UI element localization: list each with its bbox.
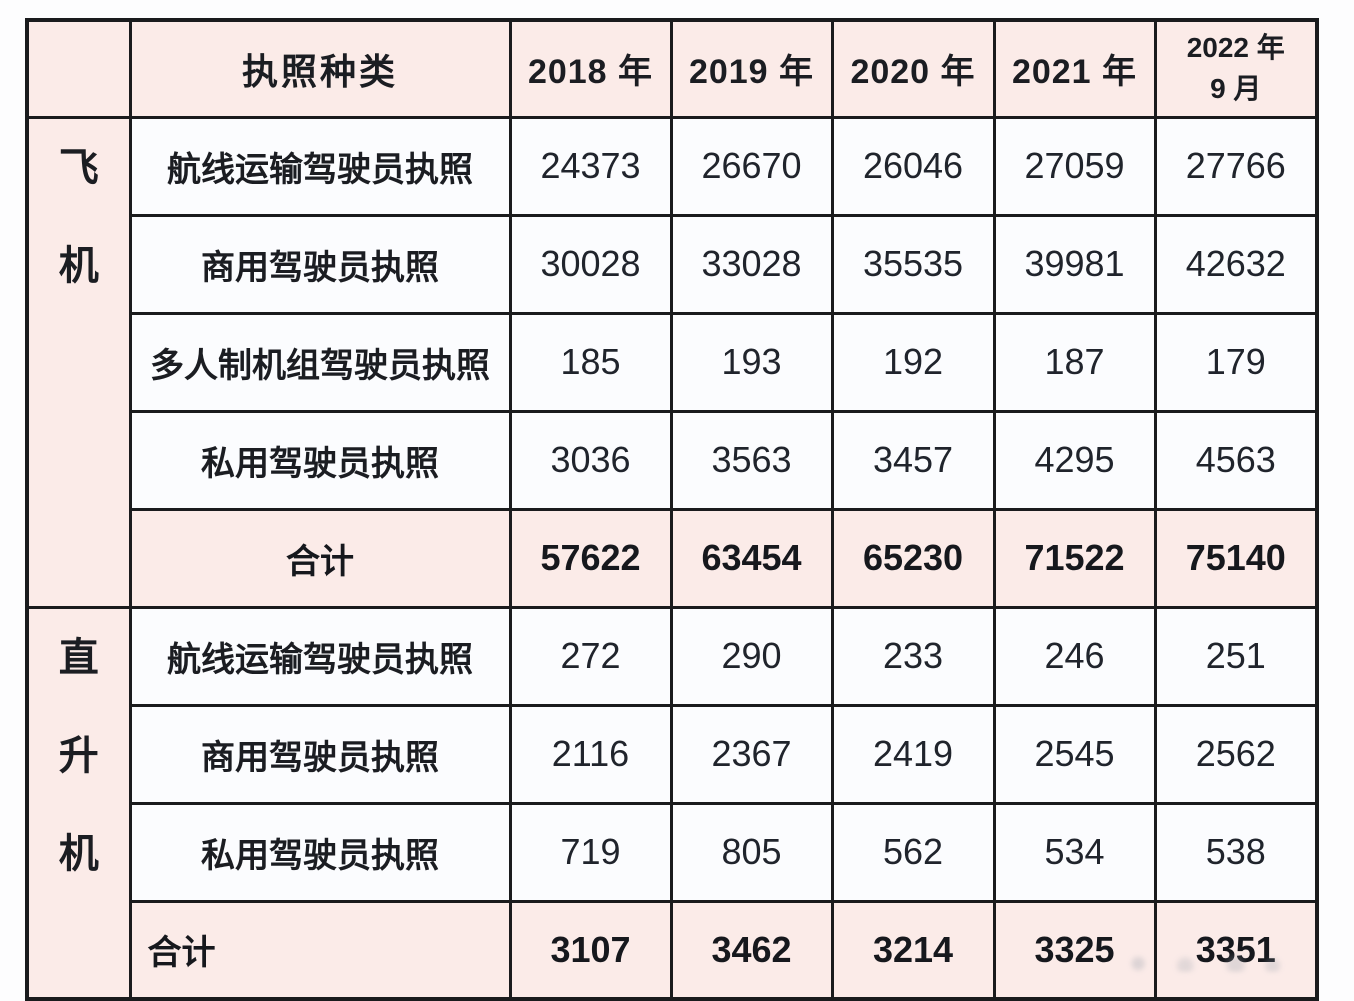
header-license-type: 执照种类 (128, 18, 512, 119)
total-label: 合计 (128, 899, 512, 1001)
value-cell: 35535 (830, 213, 996, 315)
total-value-cell: 3325 (992, 899, 1157, 1001)
row-label: 航线运输驾驶员执照 (128, 605, 512, 707)
header-corner-cell (25, 18, 132, 119)
value-cell: 193 (669, 311, 834, 413)
value-cell: 805 (669, 801, 834, 903)
category-helicopter: 直 升 机 (25, 605, 132, 1001)
value-cell: 3457 (830, 409, 996, 511)
value-cell: 2419 (830, 703, 996, 805)
value-cell: 24373 (508, 115, 673, 217)
value-cell: 290 (669, 605, 834, 707)
value-cell: 185 (508, 311, 673, 413)
header-year-2021: 2021 年 (992, 18, 1157, 119)
total-value-cell: 3351 (1153, 899, 1319, 1001)
value-cell: 2545 (992, 703, 1157, 805)
total-value-cell: 57622 (508, 507, 673, 609)
value-cell: 26046 (830, 115, 996, 217)
value-cell: 562 (830, 801, 996, 903)
value-cell: 26670 (669, 115, 834, 217)
helicopter-cpl-row: 商用驾驶员执照 2116 2367 2419 2545 2562 (27, 703, 1319, 805)
header-year-2022-line2: 9 月 (1210, 72, 1262, 104)
value-cell: 233 (830, 605, 996, 707)
value-cell: 272 (508, 605, 673, 707)
total-value-cell: 3107 (508, 899, 673, 1001)
header-year-2018: 2018 年 (508, 18, 673, 119)
header-row: 执照种类 2018 年 2019 年 2020 年 2021 年 2022 年 … (25, 18, 1319, 119)
value-cell: 187 (992, 311, 1157, 413)
value-cell: 30028 (508, 213, 673, 315)
total-value-cell: 65230 (830, 507, 996, 609)
value-cell: 2116 (508, 703, 673, 805)
value-cell: 3036 (508, 409, 673, 511)
airplane-cpl-row: 商用驾驶员执照 30028 33028 35535 39981 42632 (27, 213, 1319, 315)
total-value-cell: 3214 (830, 899, 996, 1001)
helicopter-total-row: 合计 3107 3462 3214 3325 3351 (27, 899, 1319, 1001)
value-cell: 39981 (992, 213, 1157, 315)
value-cell: 42632 (1153, 213, 1319, 315)
value-cell: 4295 (992, 409, 1157, 511)
total-value-cell: 71522 (992, 507, 1157, 609)
value-cell: 3563 (669, 409, 834, 511)
total-value-cell: 63454 (669, 507, 834, 609)
category-helicopter-char-2: 升 (58, 733, 99, 778)
value-cell: 192 (830, 311, 996, 413)
row-label: 航线运输驾驶员执照 (128, 115, 512, 217)
row-label: 商用驾驶员执照 (128, 213, 512, 315)
category-helicopter-char-1: 直 (58, 635, 99, 680)
row-label: 私用驾驶员执照 (128, 409, 512, 511)
category-helicopter-char-3: 机 (58, 831, 99, 876)
airplane-atpl-row: 飞 机 航线运输驾驶员执照 24373 26670 26046 27059 27… (25, 115, 1319, 609)
header-year-2022-sep: 2022 年 9 月 (1153, 18, 1319, 119)
helicopter-atpl-row: 直 升 机 航线运输驾驶员执照 272 290 233 246 251 (25, 605, 1319, 1001)
total-value-cell: 75140 (1153, 507, 1319, 609)
row-label: 商用驾驶员执照 (128, 703, 512, 805)
total-value-cell: 3462 (669, 899, 834, 1001)
airplane-mpl-row: 多人制机组驾驶员执照 185 193 192 187 179 (27, 311, 1319, 413)
total-label: 合计 (128, 507, 512, 609)
value-cell: 251 (1153, 605, 1319, 707)
helicopter-ppl-row: 私用驾驶员执照 719 805 562 534 538 (27, 801, 1319, 903)
value-cell: 27766 (1153, 115, 1319, 217)
value-cell: 538 (1153, 801, 1319, 903)
value-cell: 4563 (1153, 409, 1319, 511)
category-airplane: 飞 机 (25, 115, 132, 609)
value-cell: 27059 (992, 115, 1157, 217)
value-cell: 2367 (669, 703, 834, 805)
row-label: 多人制机组驾驶员执照 (128, 311, 512, 413)
value-cell: 2562 (1153, 703, 1319, 805)
value-cell: 179 (1153, 311, 1319, 413)
header-year-2020: 2020 年 (830, 18, 996, 119)
value-cell: 719 (508, 801, 673, 903)
value-cell: 33028 (669, 213, 834, 315)
airplane-total-row: 合计 57622 63454 65230 71522 75140 (27, 507, 1319, 609)
value-cell: 246 (992, 605, 1157, 707)
header-year-2022-line1: 2022 年 (1186, 32, 1285, 64)
header-year-2019: 2019 年 (669, 18, 834, 119)
pilot-license-table: 执照种类 2018 年 2019 年 2020 年 2021 年 2022 年 … (25, 18, 1319, 1001)
airplane-ppl-row: 私用驾驶员执照 3036 3563 3457 4295 4563 (27, 409, 1319, 511)
row-label: 私用驾驶员执照 (128, 801, 512, 903)
category-airplane-char-1: 飞 (58, 145, 99, 190)
category-airplane-char-2: 机 (58, 243, 99, 288)
license-statistics-table: 执照种类 2018 年 2019 年 2020 年 2021 年 2022 年 … (25, 18, 1319, 1001)
value-cell: 534 (992, 801, 1157, 903)
